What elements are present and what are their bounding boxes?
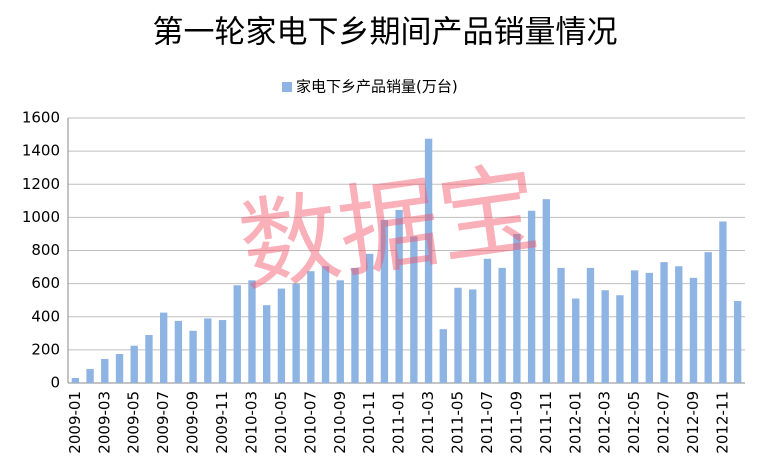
x-tick-label: 2010-11 (360, 391, 378, 454)
x-tick-label: 2010-09 (331, 391, 349, 454)
bar (469, 289, 477, 383)
x-tick-label: 2009-09 (184, 391, 202, 454)
bar (292, 283, 300, 383)
bar (660, 262, 668, 383)
y-tick-label: 200 (31, 340, 60, 358)
y-tick-label: 400 (31, 307, 60, 325)
bar (145, 334, 153, 383)
bar (542, 199, 550, 383)
bar (630, 270, 639, 383)
bar (498, 267, 506, 383)
y-tick-label: 1600 (22, 109, 60, 127)
bar (351, 267, 359, 383)
x-tick-label: 2012-05 (625, 391, 643, 454)
bar (704, 252, 712, 383)
x-tick-label: 2011-03 (419, 391, 437, 454)
bar (86, 368, 94, 383)
bar (395, 209, 403, 383)
x-tick-label: 2010-05 (272, 391, 290, 454)
bar (101, 358, 109, 383)
x-tick-label: 2009-07 (154, 391, 172, 454)
x-tick-label: 2011-01 (390, 391, 408, 454)
bar (174, 320, 183, 383)
y-tick-label: 1000 (22, 208, 60, 226)
bar (263, 305, 271, 383)
bar (410, 236, 418, 383)
bar (159, 312, 168, 383)
x-tick-label: 2011-11 (537, 391, 555, 454)
y-tick-label: 0 (50, 374, 60, 392)
y-tick-label: 1200 (22, 175, 60, 193)
bar (572, 298, 580, 383)
bar (233, 285, 241, 383)
bar (689, 277, 698, 383)
bar (719, 221, 727, 383)
y-tick-label: 800 (31, 241, 60, 259)
bar (645, 272, 654, 383)
x-tick-label: 2009-03 (95, 391, 113, 454)
bar (71, 378, 80, 383)
x-tick-label: 2009-01 (66, 391, 84, 454)
bar (601, 290, 609, 383)
bar (204, 318, 212, 383)
legend-label: 家电下乡产品销量(万台) (296, 78, 458, 96)
bar (424, 138, 433, 383)
bar (439, 329, 447, 383)
bar (513, 233, 521, 383)
x-tick-label: 2009-11 (213, 391, 231, 454)
bar (336, 280, 344, 383)
x-tick-label: 2010-07 (301, 391, 319, 454)
bar (675, 266, 683, 383)
x-tick-label: 2011-09 (507, 391, 525, 454)
bar (483, 258, 492, 383)
x-tick-label: 2011-05 (449, 391, 467, 454)
bar (248, 280, 256, 383)
bar (189, 330, 197, 383)
y-tick-label: 600 (31, 274, 60, 292)
x-tick-label: 2012-11 (713, 391, 731, 454)
bar (527, 210, 536, 383)
chart-title: 第一轮家电下乡期间产品销量情况 (153, 15, 618, 51)
bar (366, 253, 374, 383)
bar (454, 287, 462, 383)
x-tick-label: 2012-01 (566, 391, 584, 454)
x-tick-label: 2010-03 (242, 391, 260, 454)
bar (307, 271, 315, 383)
bar (130, 345, 138, 383)
x-tick-label: 2012-03 (596, 391, 614, 454)
bar (115, 354, 124, 383)
x-tick-label: 2012-07 (655, 391, 673, 454)
bar (321, 266, 330, 383)
x-tick-label: 2011-07 (478, 391, 496, 454)
x-tick-label: 2009-05 (125, 391, 143, 454)
bar (218, 320, 227, 383)
bar (586, 267, 595, 383)
x-tick-label: 2012-09 (684, 391, 702, 454)
bar (277, 288, 286, 383)
bar (733, 301, 742, 383)
bar (380, 219, 389, 383)
y-tick-label: 1400 (22, 142, 60, 160)
legend-swatch (282, 82, 292, 92)
bar (616, 295, 624, 383)
bar (557, 267, 565, 383)
